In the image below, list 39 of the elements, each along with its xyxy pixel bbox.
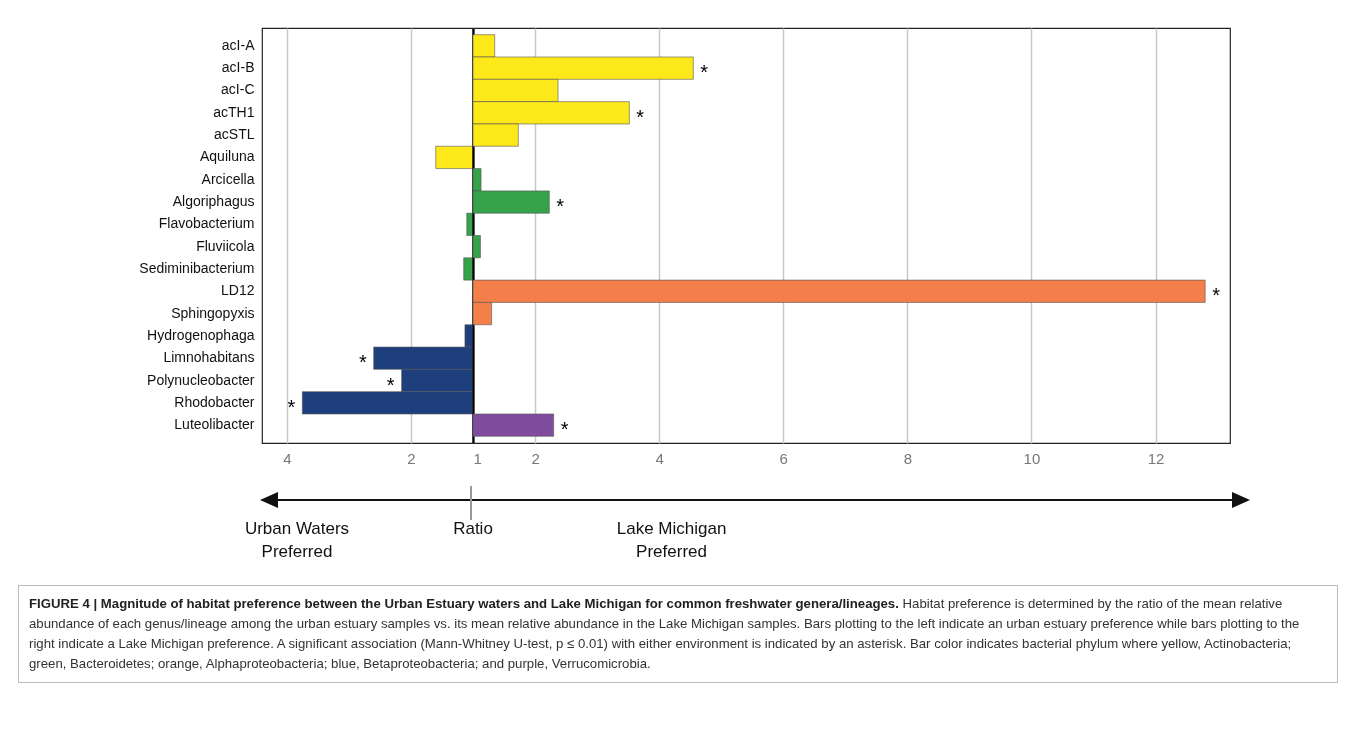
annotation: * [560,418,569,441]
y-tick-label: Fluviicola [196,237,255,254]
text: Urban Waters Preferred [244,518,350,563]
annotation: * [287,395,296,418]
y-tick-label: Sediminibacterium [139,259,255,276]
y-tick-label: Rhodobacter [174,393,255,410]
annotation: * [700,61,709,84]
x-tick-label: 2 [531,449,540,467]
x-tick-label: 6 [779,449,788,467]
y-tick-label: Aquiluna [200,148,255,165]
annotation: * [556,195,565,218]
y-tick-label: acI-A [221,36,256,53]
text: Ratio [453,518,493,540]
x-tick-label: 1 [473,449,482,467]
text: FIGURE 4 | Magnitude of habitat preference between the Urban Estuary waters and Lake Michigan for common freshwater genera/lineages. [29,596,899,611]
y-tick-label: Polynucleobacter [147,371,255,388]
y-tick-label: Sphingopyxis [171,304,255,321]
x-tick-label: 10 [1023,449,1041,467]
x-tick-label: 8 [903,449,913,467]
text: Lake Michigan Preferred [616,518,727,563]
y-tick-label: acI-B [221,59,255,76]
y-tick-label: acI-C [221,81,255,98]
annotation: * [358,351,367,374]
x-tick-label: 4 [655,449,664,467]
y-tick-label: Arcicella [201,170,255,187]
y-tick-label: acTH1 [213,103,255,120]
y-tick-label: Algoriphagus [172,193,255,210]
x-tick-label: 4 [283,449,292,467]
x-tick-label: 2 [407,449,416,467]
y-tick-label: Luteolibacter [174,416,255,433]
annotation: * [636,105,645,128]
y-tick-label: LD12 [221,282,255,299]
x-tick-label: 12 [1147,449,1165,467]
y-tick-label: Limnohabitans [163,349,255,366]
y-tick-label: acSTL [214,126,255,143]
annotation: * [1212,284,1221,307]
y-tick-label: Flavobacterium [158,215,255,232]
y-tick-label: Hydrogenophaga [147,326,255,343]
annotation: * [386,373,395,396]
